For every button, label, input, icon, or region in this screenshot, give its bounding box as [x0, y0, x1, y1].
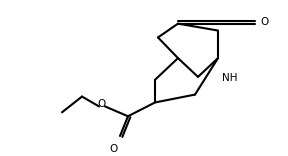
Text: NH: NH: [222, 73, 238, 83]
Text: O: O: [97, 99, 105, 110]
Text: O: O: [110, 144, 118, 154]
Text: O: O: [260, 17, 268, 27]
